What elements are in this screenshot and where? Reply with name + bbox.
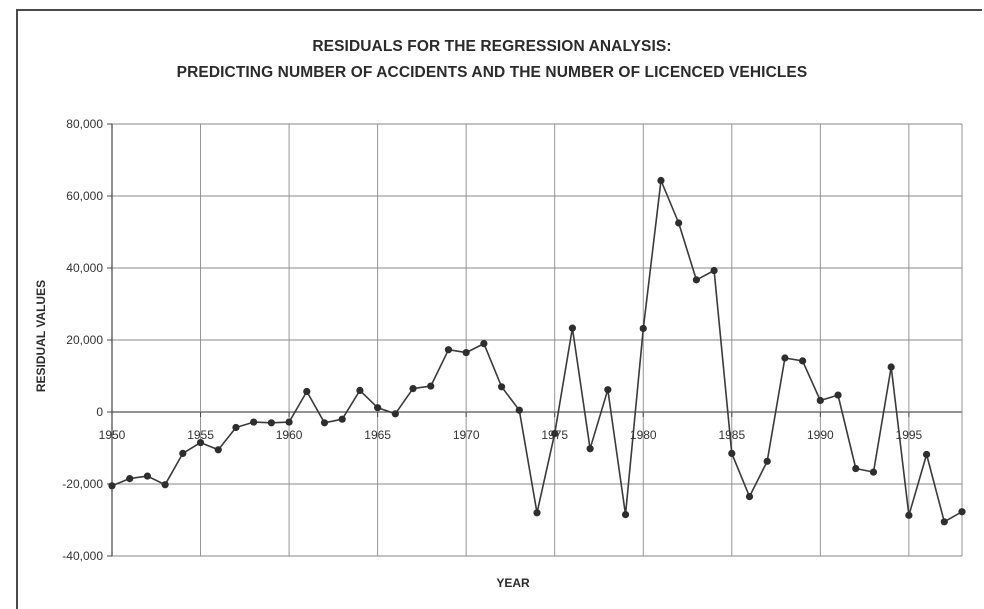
y-axis-title: RESIDUAL VALUES (34, 280, 48, 392)
data-point (568, 324, 577, 332)
x-axis-title: YEAR (496, 576, 530, 590)
data-point (497, 383, 506, 391)
data-point (692, 276, 700, 284)
x-tick-label: 1950 (99, 428, 126, 442)
y-tick-label: 40,000 (66, 261, 103, 275)
chart-title: RESIDUALS FOR THE REGRESSION ANALYSIS: (312, 38, 672, 55)
data-point (657, 176, 665, 185)
data-point (126, 475, 134, 483)
series-line (111, 179, 963, 523)
x-tick-label: 1965 (364, 428, 391, 442)
x-tick-label: 1985 (718, 428, 745, 442)
data-point (409, 385, 417, 393)
data-point (621, 510, 630, 519)
x-tick-label: 1980 (630, 428, 657, 442)
data-point (214, 446, 222, 454)
grid-lines (111, 123, 963, 557)
data-point (940, 518, 948, 526)
data-point (515, 406, 523, 414)
data-point (108, 482, 116, 490)
data-point (728, 449, 736, 457)
y-tick-label: 20,000 (66, 333, 103, 347)
data-point (852, 464, 860, 473)
data-point (285, 418, 293, 426)
data-point (639, 324, 647, 333)
y-tick-label: 60,000 (66, 189, 103, 203)
data-point (710, 266, 718, 275)
data-point (551, 430, 559, 438)
data-point (781, 354, 789, 362)
data-point (356, 386, 364, 394)
x-tick-label: 1955 (187, 428, 214, 442)
y-tick-label: -40,000 (62, 549, 103, 563)
data-point (391, 410, 399, 418)
data-point (320, 419, 329, 427)
data-point (267, 419, 275, 427)
x-tick-label: 1960 (276, 428, 303, 442)
data-point (869, 468, 878, 476)
y-tick-label: 80,000 (66, 117, 103, 131)
data-point (816, 396, 824, 405)
data-point (675, 219, 683, 227)
chart-subtitle: PREDICTING NUMBER OF ACCIDENTS AND THE N… (176, 64, 808, 81)
data-point (427, 382, 435, 390)
data-point (745, 493, 754, 501)
data-point (922, 450, 931, 459)
data-point (533, 509, 541, 517)
data-point (161, 481, 169, 489)
data-point (444, 346, 453, 354)
data-point (834, 391, 842, 399)
x-tick-label: 1990 (807, 428, 834, 442)
x-tick-label: 1995 (896, 428, 923, 442)
y-tick-label: 0 (96, 405, 103, 419)
y-tick-label: -20,000 (62, 477, 103, 491)
chart-frame (16, 9, 982, 609)
data-point (958, 508, 966, 516)
data-point (887, 363, 895, 371)
data-point (303, 387, 311, 396)
data-point (179, 449, 187, 457)
data-point (763, 457, 771, 465)
x-tick-label: 1970 (453, 428, 480, 442)
data-point (143, 472, 152, 480)
data-point (374, 404, 382, 412)
data-point (338, 415, 346, 423)
series-markers (108, 176, 966, 526)
data-point (480, 340, 488, 348)
data-point (799, 357, 807, 365)
data-point (250, 418, 258, 426)
data-point (604, 386, 612, 394)
data-point (462, 349, 470, 357)
data-point (196, 439, 205, 447)
data-point (905, 511, 913, 519)
data-point (232, 423, 240, 432)
data-point (586, 445, 594, 453)
